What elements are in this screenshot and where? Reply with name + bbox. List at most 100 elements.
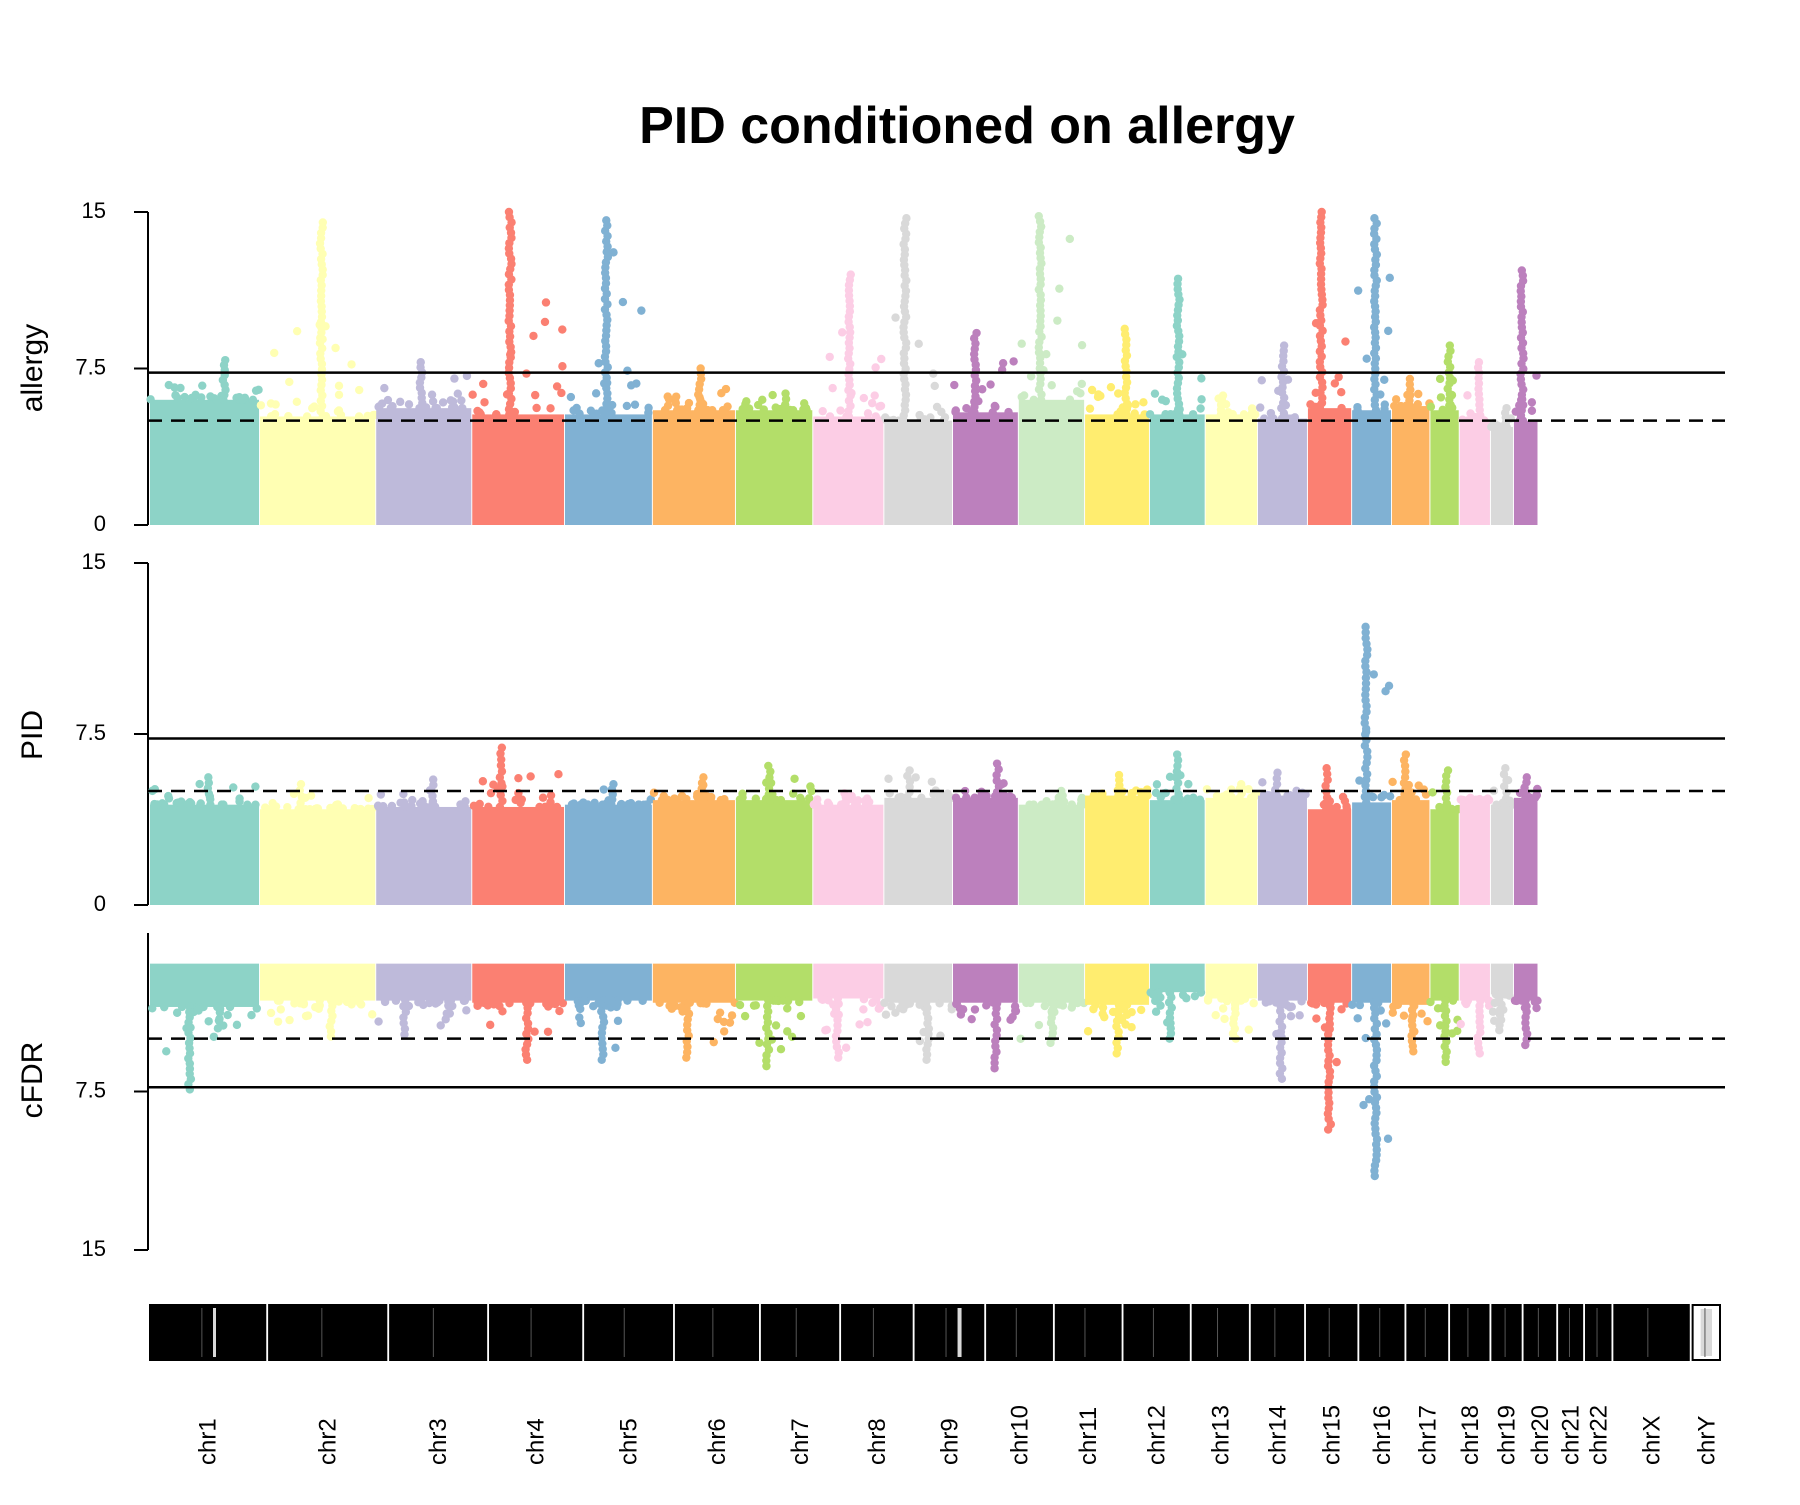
- point: [1212, 791, 1222, 801]
- point: [214, 1016, 224, 1025]
- point-cloud-chr15: [1257, 963, 1307, 1001]
- point: [373, 801, 383, 810]
- point: [1087, 385, 1097, 395]
- point: [962, 793, 971, 802]
- point: [1426, 402, 1436, 411]
- point: [1417, 1009, 1426, 1018]
- point: [836, 406, 845, 415]
- point: [1435, 802, 1444, 812]
- point: [1488, 1007, 1498, 1016]
- point: [1195, 795, 1205, 804]
- point: [881, 1010, 891, 1019]
- point-cloud-chr6: [652, 410, 735, 525]
- points-chr10: [952, 963, 1021, 1073]
- point: [1370, 214, 1379, 223]
- point: [1370, 1171, 1379, 1181]
- point: [1264, 791, 1274, 800]
- point: [1456, 795, 1465, 804]
- point: [213, 1002, 222, 1012]
- ideogram-chr17: [1406, 1304, 1449, 1361]
- point: [1388, 777, 1397, 787]
- points-chr3: [374, 358, 472, 525]
- point: [1342, 804, 1352, 814]
- point: [1114, 770, 1124, 780]
- points-chr14: [1202, 779, 1261, 905]
- point-cloud-chr15: [1257, 418, 1307, 525]
- point: [1396, 401, 1406, 411]
- point: [637, 306, 646, 315]
- point: [1405, 374, 1415, 384]
- point: [541, 298, 551, 307]
- point: [719, 1027, 729, 1036]
- point: [436, 1021, 445, 1030]
- point: [877, 354, 886, 364]
- point: [152, 800, 162, 809]
- point: [951, 793, 961, 802]
- point: [781, 389, 790, 398]
- point: [1196, 404, 1205, 413]
- points-chr14: [1203, 963, 1258, 1043]
- point: [951, 407, 960, 417]
- ideogram-chr2: [268, 1304, 388, 1361]
- point: [376, 790, 386, 799]
- points-chr13: [1146, 963, 1206, 1043]
- point-cloud-chr5: [564, 963, 652, 1001]
- point: [602, 216, 611, 225]
- points-chr19: [1426, 963, 1462, 1067]
- points-chr17: [1352, 214, 1394, 525]
- point: [825, 352, 834, 362]
- point: [1247, 404, 1257, 413]
- point-cloud-chr5: [564, 414, 652, 525]
- point: [478, 777, 488, 786]
- point: [1037, 800, 1046, 809]
- point-cloud-chr13: [1149, 800, 1205, 905]
- point: [1337, 1005, 1346, 1014]
- point: [313, 804, 323, 813]
- point: [758, 395, 767, 405]
- point: [1285, 790, 1294, 800]
- point: [591, 389, 601, 398]
- point-cloud-chr21: [1490, 804, 1514, 905]
- ideogram-chr12: [1123, 1304, 1190, 1361]
- point-cloud-chr17: [1352, 410, 1392, 525]
- point-cloud-chr12: [1085, 963, 1149, 1005]
- points-chr11: [1018, 786, 1087, 905]
- point: [613, 1016, 623, 1026]
- point: [1113, 410, 1122, 419]
- point: [1161, 410, 1170, 419]
- point: [1083, 1027, 1093, 1036]
- points-chr8: [809, 789, 884, 905]
- point: [416, 358, 425, 367]
- point: [266, 412, 276, 421]
- points-chr1: [148, 963, 262, 1094]
- point-cloud-chr10: [953, 963, 1018, 1003]
- point: [738, 404, 747, 414]
- point: [1448, 996, 1458, 1005]
- point: [356, 804, 365, 814]
- point: [824, 800, 834, 809]
- ideogram-chr10: [986, 1304, 1053, 1361]
- point: [859, 995, 869, 1004]
- point: [867, 398, 877, 408]
- point: [887, 1001, 896, 1011]
- points-chr19: [1426, 341, 1459, 525]
- point: [1196, 988, 1206, 997]
- point: [296, 798, 305, 808]
- point-cloud-chr22: [1513, 420, 1538, 525]
- point: [1317, 207, 1326, 217]
- point: [555, 1006, 564, 1016]
- chromosome-label-chr14: chr14: [1264, 1405, 1291, 1465]
- ideogram-chrY-band: [1700, 1309, 1712, 1356]
- ideogram-chr7: [760, 1304, 840, 1361]
- point: [296, 779, 306, 789]
- ideogram-chr6: [674, 1304, 760, 1361]
- chromosome-label-chr22: chr22: [1585, 1405, 1612, 1465]
- point: [369, 410, 378, 420]
- point: [1495, 1026, 1504, 1035]
- point-cloud-chr4: [472, 963, 564, 1003]
- point: [1077, 379, 1087, 389]
- point: [871, 363, 880, 372]
- point-cloud-chr11: [1018, 804, 1085, 905]
